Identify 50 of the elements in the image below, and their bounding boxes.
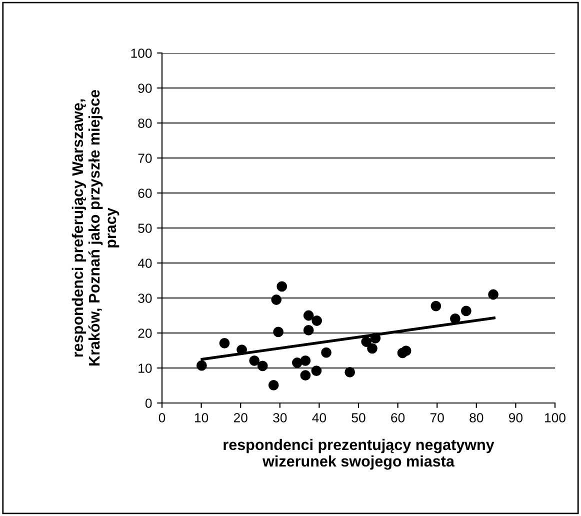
x-tick-label: 50 [352,413,366,422]
y-tick-label: 10 [138,364,152,373]
point [303,310,314,321]
point [292,358,302,368]
x-tick-label: 100 [545,413,566,422]
point [460,306,472,316]
point [300,355,311,366]
point [450,313,460,324]
y-tick-label: 0 [145,398,152,408]
x-tick-label: 60 [391,413,405,422]
point [361,336,372,347]
y-tick-label: 20 [138,328,152,338]
point [488,289,498,300]
x-tick-label: 80 [470,413,484,422]
y-tick-label: 100 [131,48,152,58]
x-tick-label: 20 [234,413,248,422]
x-tick-label: 10 [194,413,208,422]
point [249,355,260,366]
point [257,360,268,372]
x-tick-label: 70 [430,413,444,422]
point [273,326,284,338]
y-tick-label: 80 [138,118,152,128]
point [400,346,412,356]
point [196,360,207,371]
point [344,367,356,378]
point [236,344,247,355]
point [276,281,288,292]
point [367,343,378,354]
point [268,380,279,390]
point [311,366,322,376]
y-tick-label: 50 [138,224,152,233]
point [430,300,442,312]
x-tick-label: 0 [158,413,166,422]
x-tick-label: 90 [508,413,523,422]
point [300,370,311,381]
y-tick-label: 60 [138,188,152,198]
point [312,316,322,326]
point [370,333,381,344]
y-tick-label: 70 [138,154,152,163]
x-tick-label: 30 [273,413,287,422]
point [219,338,230,348]
x-axis-title: respondenci prezentujący negatywny wizerunek swojego miasta [224,438,494,470]
y-tick-label: 90 [138,84,152,93]
point [271,294,282,305]
y-tick-label: 40 [138,258,152,268]
x-tick-label: 40 [312,413,326,422]
y-tick-label: 30 [138,294,152,303]
y-axis-title: respondenci preferujący Warszawę, Kraków, Poznań jako przyszłe miejsce pracy [72,90,120,366]
point [321,347,332,358]
point [303,325,314,336]
